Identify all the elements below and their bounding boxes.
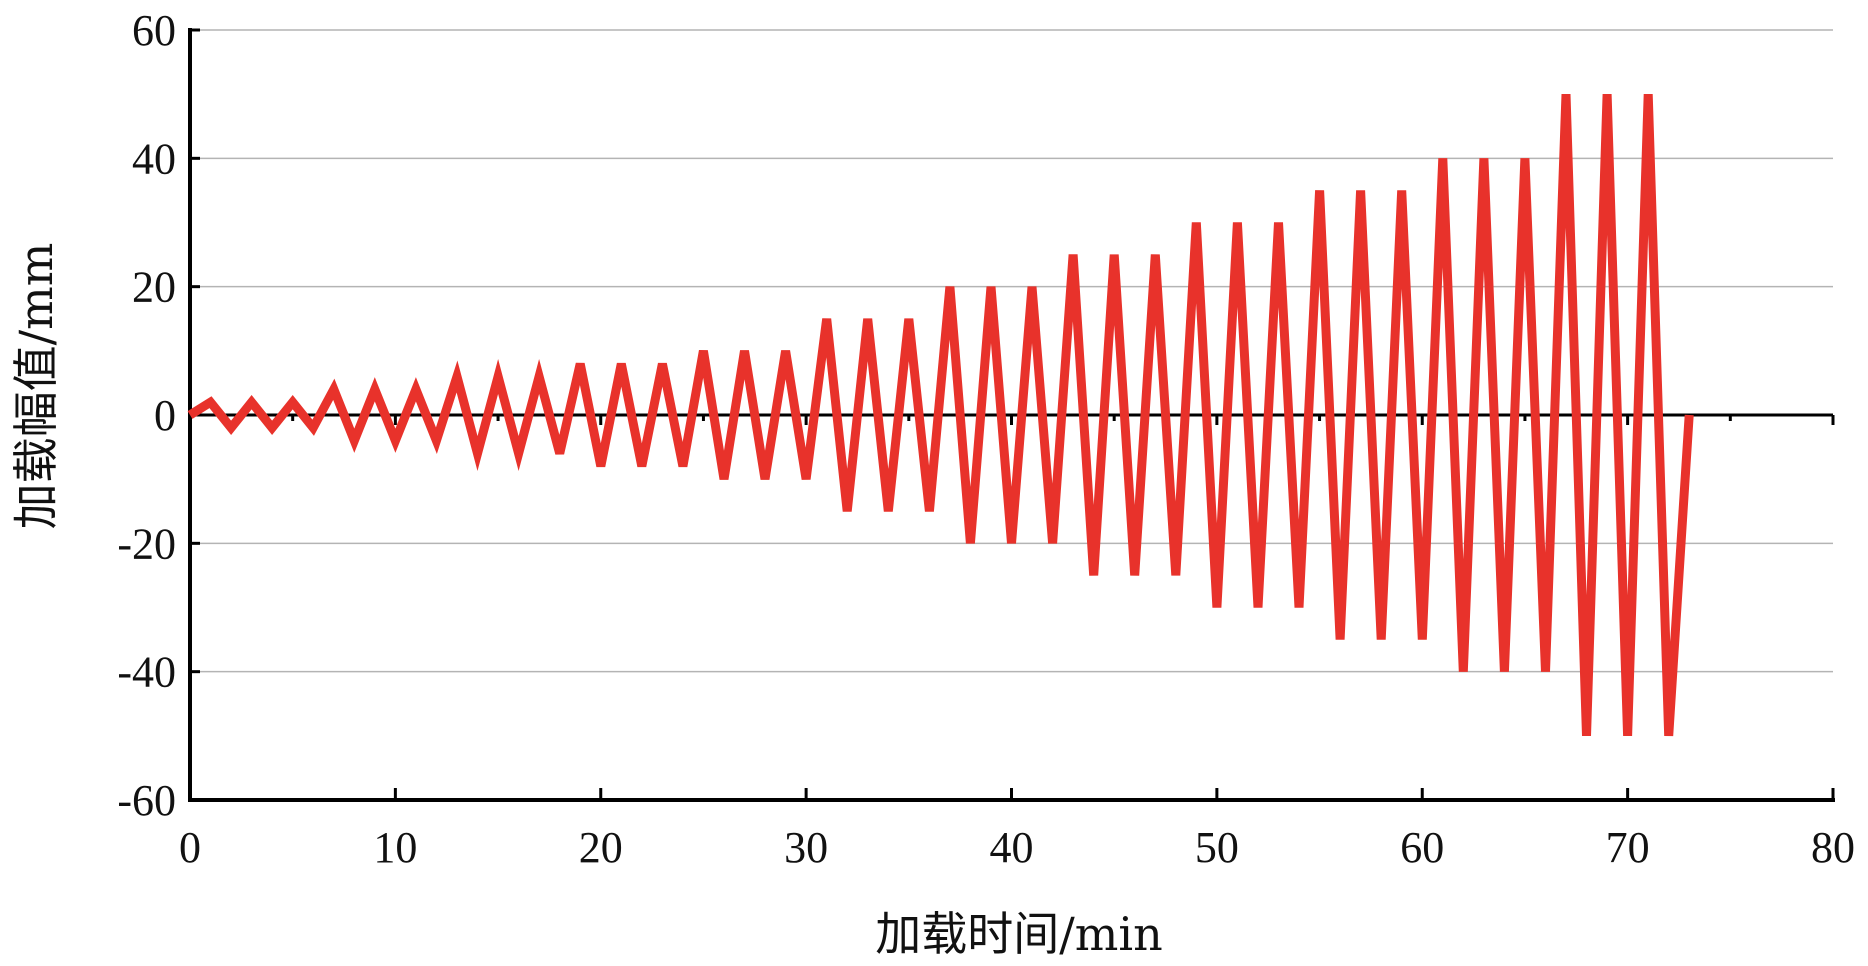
x-tick-label-6: 60: [1400, 823, 1444, 872]
x-tick-label-4: 40: [990, 823, 1034, 872]
y-tick-label-6: -60: [117, 776, 176, 825]
y-tick-label-5: -40: [117, 648, 176, 697]
y-tick-label-2: 20: [132, 263, 176, 312]
x-tick-label-7: 70: [1606, 823, 1650, 872]
x-axis-title: 加载时间/min: [875, 907, 1162, 961]
y-axis-title: 加载幅值/mm: [9, 243, 63, 530]
series-line-0: [187, 94, 1694, 737]
y-tick-label-3: 0: [154, 391, 176, 440]
x-tick-label-3: 30: [784, 823, 828, 872]
y-tick-label-4: -20: [117, 519, 176, 568]
x-tick-label-0: 0: [179, 823, 201, 872]
y-tick-label-1: 40: [132, 134, 176, 183]
x-tick-label-2: 20: [579, 823, 623, 872]
grid-lines: [190, 29, 1833, 673]
x-tick-label-8: 80: [1811, 823, 1855, 872]
series-group: [187, 94, 1694, 737]
x-tick-label-1: 10: [373, 823, 417, 872]
x-tick-label-5: 50: [1195, 823, 1239, 872]
y-tick-label-0: 60: [132, 6, 176, 55]
